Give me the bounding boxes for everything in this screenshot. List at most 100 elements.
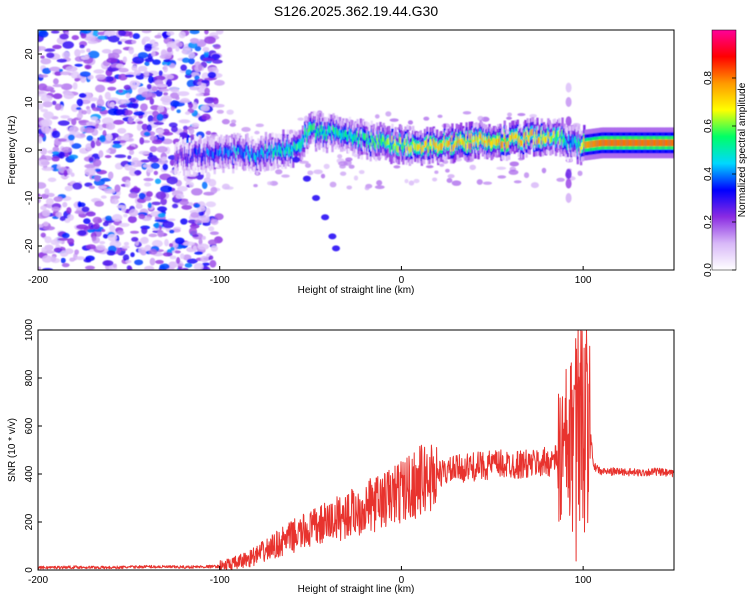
noise-blob xyxy=(131,237,139,242)
noise-blob xyxy=(181,267,189,270)
noise-blob xyxy=(139,236,149,245)
noise-blob xyxy=(200,255,209,263)
noise-blob xyxy=(180,218,188,225)
colorbar-ticks: 0.0 0.2 0.4 0.6 0.8 xyxy=(703,71,736,277)
noise-blob xyxy=(205,207,211,216)
snr-frame xyxy=(37,329,675,571)
noise-blob xyxy=(132,33,141,40)
noise-blob xyxy=(51,156,60,162)
noise-blob xyxy=(160,197,167,206)
noise-blob xyxy=(111,214,123,222)
noise-blob xyxy=(86,108,92,115)
noise-blob xyxy=(212,59,223,64)
noise-blob xyxy=(197,40,207,46)
y-tick-label: 1000 xyxy=(24,318,35,341)
noise-blob xyxy=(177,263,185,267)
noise-blob xyxy=(40,55,45,59)
noise-blob xyxy=(171,126,178,133)
noise-blob xyxy=(80,32,87,39)
noise-blob xyxy=(88,121,93,126)
noise-blob xyxy=(157,212,166,218)
noise-blob xyxy=(154,34,162,39)
colorbar xyxy=(712,30,736,270)
noise-blob xyxy=(166,47,173,53)
noise-blob xyxy=(40,205,47,211)
noise-blob xyxy=(179,99,191,103)
noise-blob xyxy=(79,49,86,54)
x-tick-label: -200 xyxy=(28,575,48,586)
noise-blob xyxy=(201,181,208,190)
noise-blob xyxy=(114,154,127,159)
noise-blob xyxy=(164,238,169,247)
noise-blob xyxy=(99,241,106,245)
noise-blob xyxy=(320,173,326,179)
noise-blob xyxy=(178,31,186,39)
noise-blob xyxy=(56,58,68,63)
x-tick-label: 100 xyxy=(575,575,592,586)
noise-blob xyxy=(168,122,178,128)
noise-blob xyxy=(92,223,100,230)
noise-blob xyxy=(112,119,125,125)
noise-blob xyxy=(106,250,116,256)
noise-blob xyxy=(281,174,290,178)
noise-blob xyxy=(329,181,337,188)
noise-blob xyxy=(154,79,164,86)
noise-blob xyxy=(138,213,146,220)
y-tick-label: -20 xyxy=(24,238,35,253)
noise-blob xyxy=(61,51,71,59)
noise-blob xyxy=(117,30,127,37)
noise-blob xyxy=(207,71,217,79)
noise-blob xyxy=(52,100,57,106)
noise-blob xyxy=(38,74,49,78)
noise-blob xyxy=(64,185,73,192)
noise-blob xyxy=(204,36,216,45)
noise-blob xyxy=(74,249,79,255)
noise-blob xyxy=(88,157,94,162)
noise-blob xyxy=(41,255,53,263)
noise-blob xyxy=(79,71,91,78)
noise-blob xyxy=(50,89,56,93)
noise-blob xyxy=(201,113,211,121)
noise-blob xyxy=(91,107,102,112)
noise-blob xyxy=(127,266,133,270)
noise-blob xyxy=(432,177,438,182)
noise-blob xyxy=(153,121,164,126)
noise-blob xyxy=(147,115,154,123)
noise-blob xyxy=(146,167,154,173)
noise-blob xyxy=(90,116,98,121)
ridge-spike xyxy=(565,169,572,179)
noise-blob xyxy=(462,111,472,115)
noise-blob xyxy=(90,140,96,149)
noise-blob xyxy=(102,233,109,239)
y-tick-label: 0 xyxy=(24,567,35,573)
noise-blob xyxy=(44,236,52,244)
noise-blob xyxy=(151,139,163,145)
noise-blob xyxy=(445,168,450,173)
noise-blob xyxy=(187,219,197,224)
noise-blob xyxy=(41,209,51,217)
noise-blob xyxy=(100,195,107,199)
noise-blob xyxy=(158,70,163,77)
noise-blob xyxy=(121,245,130,249)
noise-blob xyxy=(61,232,70,239)
noise-blob xyxy=(195,93,204,97)
noise-blob xyxy=(38,182,47,189)
noise-blob xyxy=(122,254,130,262)
noise-blob xyxy=(74,48,81,57)
noise-blob xyxy=(98,150,104,158)
noise-blob xyxy=(159,263,170,270)
noise-blob xyxy=(81,206,90,213)
noise-blob xyxy=(59,33,69,40)
noise-blob xyxy=(353,175,359,181)
noise-blob xyxy=(162,163,169,171)
noise-blob xyxy=(275,169,283,175)
noise-blob xyxy=(71,35,80,41)
noise-blob xyxy=(69,154,79,160)
noise-blob xyxy=(86,48,91,53)
noise-blob xyxy=(407,120,414,125)
noise-blob xyxy=(75,106,82,111)
noise-blob xyxy=(127,155,132,160)
noise-blob xyxy=(193,203,201,208)
noise-blob xyxy=(203,177,212,183)
noise-blob xyxy=(210,245,218,252)
